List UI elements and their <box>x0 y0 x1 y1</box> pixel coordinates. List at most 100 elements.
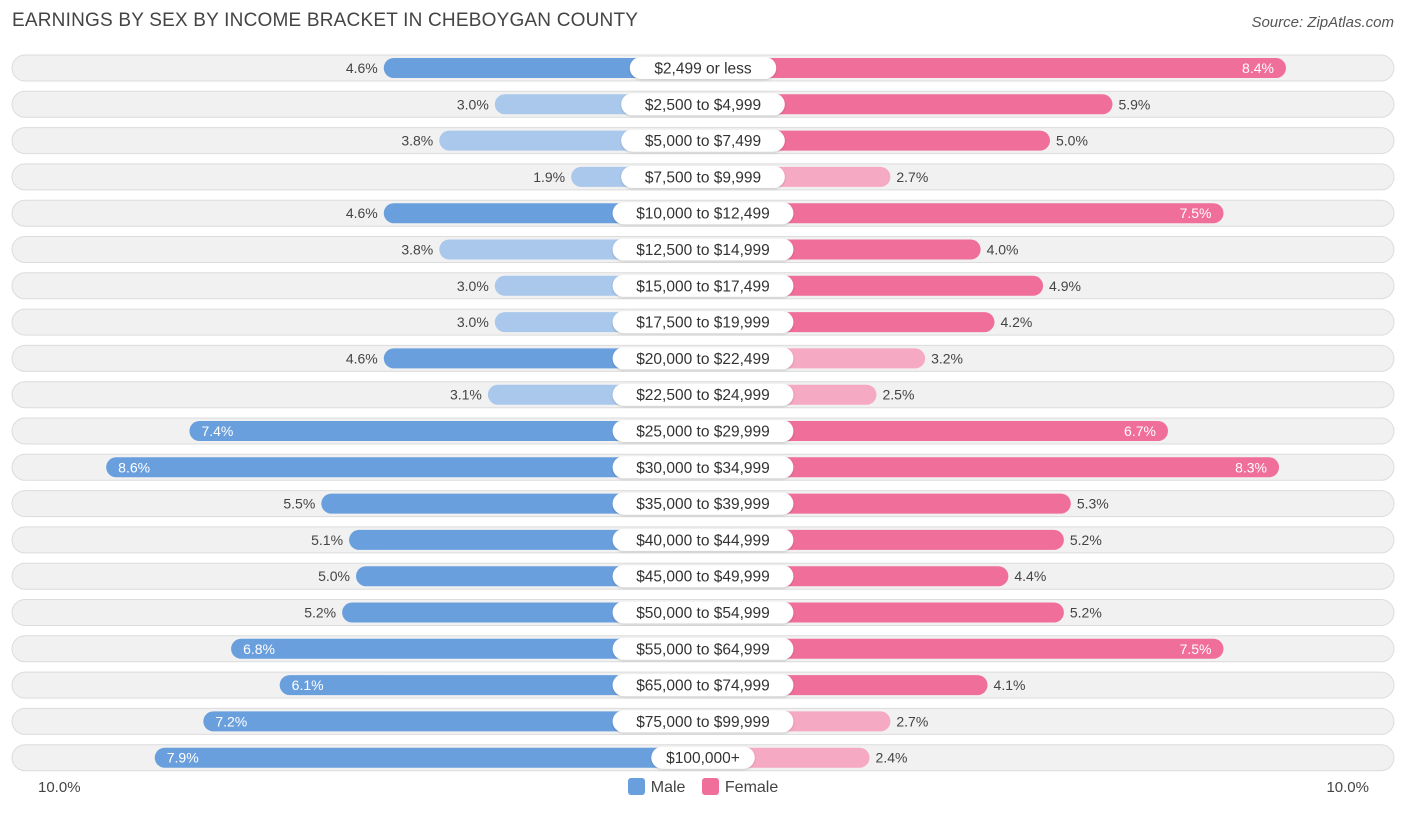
value-label-female: 4.1% <box>994 677 1026 693</box>
value-label-male: 6.8% <box>243 641 275 657</box>
value-label-female: 4.4% <box>1014 568 1046 584</box>
bar-female <box>703 529 1064 550</box>
value-label-female: 8.3% <box>1235 459 1267 475</box>
bar-female <box>703 493 1071 514</box>
category-label: $40,000 to $44,999 <box>636 532 770 549</box>
value-label-male: 5.5% <box>283 496 315 512</box>
category-label: $35,000 to $39,999 <box>636 496 770 513</box>
value-label-female: 2.7% <box>896 713 928 729</box>
value-label-female: 5.3% <box>1077 496 1109 512</box>
category-pill <box>612 565 794 588</box>
value-label-female: 7.5% <box>1180 205 1212 221</box>
category-pill <box>621 93 785 116</box>
value-label-male: 3.0% <box>457 278 489 294</box>
value-label-male: 4.6% <box>346 60 378 76</box>
bar-male <box>279 675 703 696</box>
bar-female <box>703 638 1224 659</box>
value-label-male: 6.1% <box>292 677 324 693</box>
category-label: $10,000 to $12,499 <box>636 206 770 223</box>
value-label-male: 3.1% <box>450 387 482 403</box>
value-label-female: 2.4% <box>876 750 908 766</box>
category-pill <box>612 274 794 297</box>
bar-female <box>703 94 1113 115</box>
value-label-male: 3.8% <box>401 133 433 149</box>
category-pill <box>612 238 794 261</box>
legend-label-male: Male <box>650 779 686 796</box>
category-pill <box>612 492 794 515</box>
category-label: $100,000+ <box>666 750 740 767</box>
category-label: $2,500 to $4,999 <box>645 97 761 114</box>
value-label-female: 4.9% <box>1049 278 1081 294</box>
value-label-female: 5.0% <box>1056 133 1088 149</box>
bar-male <box>342 602 703 623</box>
value-label-male: 7.2% <box>215 713 247 729</box>
bar-female <box>703 203 1224 224</box>
value-label-male: 5.0% <box>318 568 350 584</box>
bar-female <box>703 602 1064 623</box>
category-pill <box>612 202 794 225</box>
category-label: $7,500 to $9,999 <box>645 169 761 186</box>
category-pill <box>612 637 794 660</box>
value-label-male: 5.1% <box>311 532 343 548</box>
bar-male <box>231 638 703 659</box>
category-label: $50,000 to $54,999 <box>636 605 770 622</box>
value-label-male: 7.4% <box>201 423 233 439</box>
bar-female <box>703 58 1286 78</box>
category-pill <box>651 746 755 769</box>
category-label: $25,000 to $29,999 <box>636 424 770 441</box>
bar-male <box>106 457 703 478</box>
category-pill <box>629 57 777 79</box>
category-label: $65,000 to $74,999 <box>636 678 770 695</box>
value-label-female: 3.2% <box>931 350 963 366</box>
category-pill <box>612 456 794 479</box>
bar-male <box>321 493 703 514</box>
value-label-female: 5.2% <box>1070 532 1102 548</box>
value-label-male: 5.2% <box>304 605 336 621</box>
value-label-male: 4.6% <box>346 350 378 366</box>
bar-male <box>203 711 703 732</box>
category-label: $12,500 to $14,999 <box>636 242 770 259</box>
bar-female <box>703 130 1050 151</box>
category-pill <box>612 601 794 624</box>
category-pill <box>612 528 794 551</box>
category-pill <box>612 347 794 370</box>
value-label-female: 2.5% <box>883 387 915 403</box>
legend-label-female: Female <box>724 779 779 796</box>
legend-item-male[interactable]: Male <box>627 778 686 797</box>
axis-left-label: 10.0% <box>38 779 81 796</box>
category-label: $22,500 to $24,999 <box>636 387 770 404</box>
value-label-male: 3.0% <box>457 96 489 112</box>
category-pill <box>612 710 794 733</box>
bar-female <box>703 457 1280 478</box>
axis-right-label: 10.0% <box>1326 779 1369 796</box>
value-label-male: 4.6% <box>346 205 378 221</box>
source-credit: Source: ZipAtlas.com <box>1251 14 1394 31</box>
category-pill <box>621 165 785 188</box>
legend-swatch-male <box>627 778 645 795</box>
category-label: $2,499 or less <box>654 61 752 78</box>
value-label-male: 3.0% <box>457 314 489 330</box>
value-label-female: 4.0% <box>987 242 1019 258</box>
category-pill <box>612 311 794 334</box>
value-label-female: 2.7% <box>896 169 928 185</box>
value-label-male: 3.8% <box>401 242 433 258</box>
category-pill <box>612 383 794 406</box>
chart-title: EARNINGS BY SEX BY INCOME BRACKET IN CHE… <box>12 10 639 31</box>
category-label: $5,000 to $7,499 <box>645 133 761 150</box>
value-label-female: 5.2% <box>1070 605 1102 621</box>
category-pill <box>621 129 785 152</box>
bar-male <box>189 421 703 441</box>
bar-female <box>703 421 1168 441</box>
legend-swatch-female <box>701 778 719 795</box>
value-label-male: 7.9% <box>167 750 199 766</box>
category-label: $45,000 to $49,999 <box>636 569 770 586</box>
value-label-female: 7.5% <box>1180 641 1212 657</box>
value-label-female: 5.9% <box>1118 96 1150 112</box>
category-label: $55,000 to $64,999 <box>636 641 770 658</box>
value-label-female: 4.2% <box>1000 314 1032 330</box>
legend-item-female[interactable]: Female <box>701 778 779 797</box>
category-label: $15,000 to $17,499 <box>636 278 770 295</box>
category-label: $30,000 to $34,999 <box>636 460 770 477</box>
legend: Male Female <box>0 778 1406 797</box>
